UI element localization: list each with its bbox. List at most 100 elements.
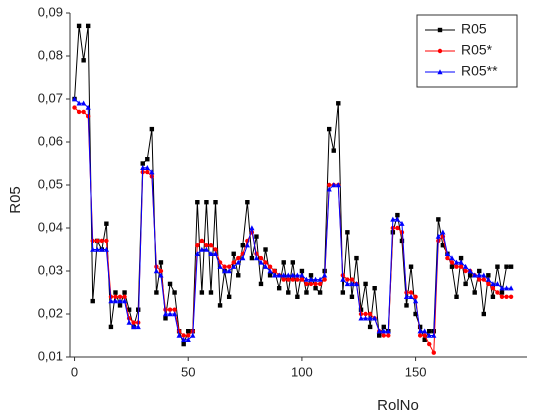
data-point [349,277,355,282]
data-point [499,285,505,291]
data-point [144,165,150,170]
data-point [272,268,277,274]
x-tick-label: 100 [291,364,313,379]
data-point [226,294,232,299]
data-point [336,101,341,106]
data-point [326,126,332,132]
data-point [213,247,218,252]
y-tick-label: 0,06 [38,133,63,148]
data-point [426,332,432,338]
data-point [236,273,241,278]
data-point [504,264,509,269]
data-point [440,243,446,248]
y-tick-label: 0,04 [38,219,63,234]
legend-marker [437,48,443,54]
data-point [326,182,332,188]
data-point [508,264,514,269]
data-point [149,126,155,132]
data-point [258,259,264,265]
data-point [281,272,287,278]
data-point [208,243,214,248]
data-point [322,272,328,278]
data-point [358,315,364,321]
data-point [231,251,236,256]
y-tick-label: 0,01 [38,348,63,363]
data-point [412,298,419,304]
data-point [167,281,173,287]
data-point [131,324,137,330]
data-point [394,216,401,222]
data-point [112,298,119,304]
data-point [458,255,464,261]
data-point [90,246,96,252]
data-point [494,281,501,287]
data-point [231,263,237,269]
data-point [376,328,382,334]
data-point [363,311,368,317]
data-point [458,259,464,265]
y-tick-label: 0,03 [38,262,63,277]
data-point [231,260,236,265]
data-point [317,281,323,287]
data-point [222,264,227,269]
data-point [453,259,460,265]
data-point [390,216,396,222]
data-point [340,276,346,282]
data-point [195,243,200,248]
data-point [395,225,400,231]
data-point [71,96,78,102]
data-point [436,217,441,222]
data-point [486,273,491,278]
data-point [422,333,427,338]
data-point [181,341,186,347]
data-point [463,281,468,287]
data-point [272,272,278,278]
data-point [467,273,473,278]
data-point [185,337,191,342]
data-point [372,286,377,291]
data-point [181,337,187,342]
data-point [236,255,241,261]
data-point [104,238,109,244]
data-point [199,238,205,244]
data-point [454,294,459,299]
data-point [276,272,282,278]
data-point [404,303,409,308]
data-point [158,272,164,278]
data-point [140,161,145,166]
data-point [458,264,464,269]
data-point [122,294,127,299]
data-point [331,148,336,153]
data-point [295,277,300,282]
data-point [322,277,327,282]
legend-label: R05* [461,42,493,58]
data-point [508,294,514,299]
data-point [267,273,273,278]
data-point [381,324,386,330]
data-point [81,58,86,63]
data-point [199,246,205,252]
data-point [345,277,350,282]
data-point [281,260,286,265]
data-point [186,333,191,338]
data-point [495,290,500,295]
data-point [331,182,337,188]
data-point [212,251,219,256]
data-point [171,311,178,317]
data-point [499,294,505,299]
data-point [258,281,264,287]
data-point [286,277,291,282]
data-point [135,324,141,330]
data-point [186,329,191,334]
data-point [449,255,455,261]
data-point [317,276,323,282]
data-point [295,294,300,299]
data-point [85,104,91,110]
data-point [486,281,491,287]
data-point [181,333,186,338]
data-point [386,333,391,338]
data-point [113,290,118,295]
data-point [481,277,487,282]
y-tick-label: 0,08 [38,47,63,62]
data-point [304,290,309,295]
